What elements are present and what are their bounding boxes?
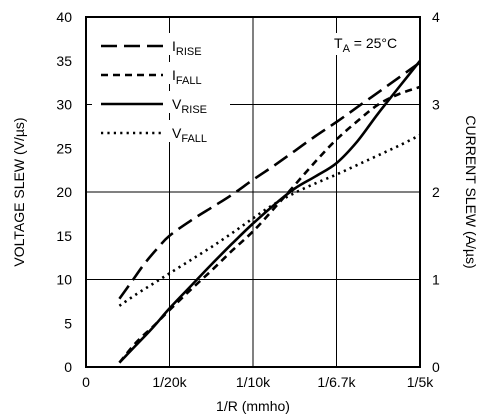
x-tick-label: 1/20k: [152, 374, 187, 390]
legend-background: [92, 120, 230, 142]
y2-tick-label: 4: [432, 9, 440, 25]
annotation-main: T: [334, 35, 343, 51]
legend-label-sub: FALL: [176, 75, 202, 87]
plot-frame: [85, 16, 421, 368]
legend-label-main: I: [172, 67, 176, 83]
legend-label-main: V: [172, 96, 182, 112]
temperature-annotation: TA = 25°C: [334, 35, 397, 55]
y-tick-label: 30: [56, 97, 72, 113]
x-tick-label: 1/6.7k: [317, 374, 356, 390]
y-tick-label: 20: [56, 184, 72, 200]
y-tick-label: 15: [56, 228, 72, 244]
legend-label-main: I: [172, 38, 176, 54]
tick-labels: 0 1/20k 1/10k 1/6.7k 1/5k0510152025303540012…: [56, 9, 440, 390]
legend-background: [92, 91, 230, 113]
y-tick-label: 5: [64, 315, 72, 331]
annotation-background: [330, 33, 414, 55]
x-tick-label: 1/10k: [236, 374, 271, 390]
y-tick-label: 0: [64, 359, 72, 375]
y-tick-label: 10: [56, 272, 72, 288]
y2-tick-label: 2: [432, 184, 440, 200]
series-line-v-fall: [118, 133, 421, 307]
y-tick-label: 25: [56, 140, 72, 156]
y-axis-label: VOLTAGE SLEW (V/µs): [11, 117, 27, 266]
x-tick-label: 0: [82, 374, 90, 390]
series-line-i-rise: [118, 61, 421, 300]
annotation-sub: A: [343, 43, 351, 55]
y-tick-label: 35: [56, 53, 72, 69]
annotation-rest: = 25°C: [350, 35, 397, 51]
y-tick-label: 40: [56, 9, 72, 25]
x-axis-label: 1/R (mmho): [216, 398, 290, 414]
series-line-v-rise: [118, 59, 422, 364]
legend-background: [92, 33, 230, 55]
y2-axis-label: CURRENT SLEW (A/µs): [463, 115, 479, 268]
legend-label-sub: RISE: [176, 46, 202, 58]
y2-tick-label: 1: [432, 272, 440, 288]
legend-label: IFALL: [172, 67, 202, 87]
x-tick-label: 1/5k: [407, 374, 434, 390]
y2-tick-label: 3: [432, 97, 440, 113]
legend-background: [92, 62, 230, 84]
series-layer: [118, 59, 422, 364]
legend-label-main: V: [172, 125, 182, 141]
legend-label-sub: RISE: [181, 104, 207, 116]
y2-tick-label: 0: [432, 359, 440, 375]
legend-label: VFALL: [172, 125, 207, 145]
legend-label-sub: FALL: [181, 133, 207, 145]
annotation-layer: TA = 25°C: [330, 33, 414, 55]
legend-label: VRISE: [172, 96, 207, 116]
legend-label: IRISE: [172, 38, 202, 58]
